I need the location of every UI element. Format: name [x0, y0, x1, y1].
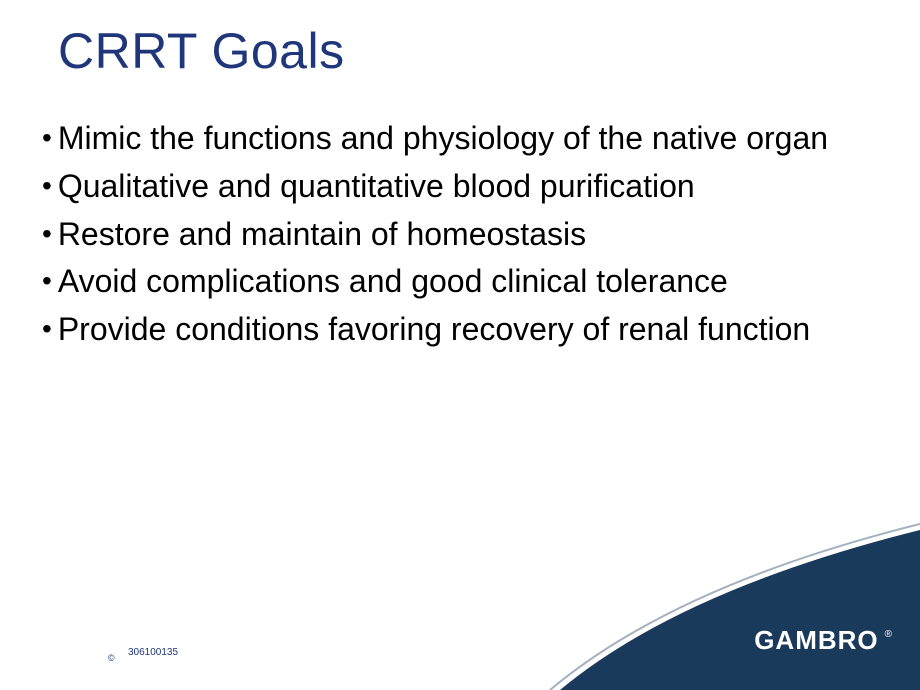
slide-title: CRRT Goals	[58, 22, 345, 80]
bullet-icon: •	[42, 311, 52, 347]
bullet-text: Provide conditions favoring recovery of …	[58, 311, 870, 349]
corner-decoration	[500, 470, 920, 690]
logo-text: GAMBRO	[754, 625, 878, 656]
list-item: • Restore and maintain of homeostasis	[42, 216, 870, 254]
slide: CRRT Goals • Mimic the functions and phy…	[0, 0, 920, 690]
bullet-text: Qualitative and quantitative blood purif…	[58, 168, 870, 206]
bullet-icon: •	[42, 120, 52, 156]
list-item: • Provide conditions favoring recovery o…	[42, 311, 870, 349]
copyright-symbol: ©	[108, 653, 115, 663]
list-item: • Mimic the functions and physiology of …	[42, 120, 870, 158]
brand-logo: GAMBRO ®	[718, 625, 892, 656]
bullet-icon: •	[42, 168, 52, 204]
registered-mark: ®	[885, 629, 892, 640]
bullet-icon: •	[42, 263, 52, 299]
bullet-icon: •	[42, 216, 52, 252]
footer-number: 306100135	[128, 647, 178, 658]
bullet-list: • Mimic the functions and physiology of …	[42, 120, 870, 359]
bullet-text: Restore and maintain of homeostasis	[58, 216, 870, 254]
bullet-text: Avoid complications and good clinical to…	[58, 263, 870, 301]
gambro-icon	[718, 626, 748, 656]
bullet-text: Mimic the functions and physiology of th…	[58, 120, 870, 158]
list-item: • Qualitative and quantitative blood pur…	[42, 168, 870, 206]
list-item: • Avoid complications and good clinical …	[42, 263, 870, 301]
